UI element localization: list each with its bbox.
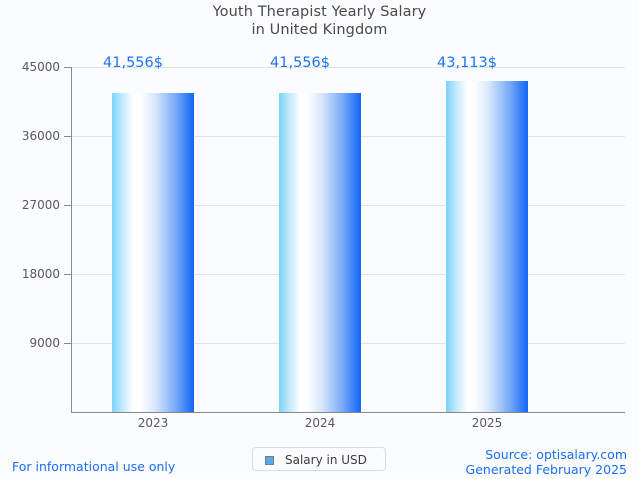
footer-source-block: Source: optisalary.com Generated Februar… <box>466 447 627 477</box>
y-tick-mark-27000 <box>64 205 71 206</box>
y-tick-mark-18000 <box>64 274 71 275</box>
y-tick-label-36000: 36000 <box>21 129 60 143</box>
gridline-45000 <box>71 67 625 68</box>
bar-2025[interactable] <box>446 81 528 412</box>
footer-source: Source: optisalary.com <box>485 447 627 462</box>
bar-value-2024: 41,556$ <box>270 55 330 71</box>
chart-legend[interactable]: Salary in USD <box>252 447 386 471</box>
x-axis-line <box>71 412 625 413</box>
chart-title: Youth Therapist Yearly Salary in United … <box>0 3 639 39</box>
legend-swatch-icon <box>265 456 274 465</box>
legend-item-label: Salary in USD <box>285 453 367 467</box>
footer-generated: Generated February 2025 <box>465 462 627 477</box>
bar-value-2023: 41,556$ <box>103 55 163 71</box>
bar-2024[interactable] <box>279 93 361 412</box>
x-tick-label-2023: 2023 <box>137 416 169 430</box>
chart-title-line-1: Youth Therapist Yearly Salary <box>212 4 427 20</box>
y-tick-label-27000: 27000 <box>21 198 60 212</box>
chart-title-line-2: in United Kingdom <box>251 22 388 38</box>
bar-value-2025: 43,113$ <box>437 55 497 71</box>
footer-disclaimer: For informational use only <box>12 459 176 474</box>
y-tick-mark-36000 <box>64 136 71 137</box>
y-tick-label-18000: 18000 <box>21 267 60 281</box>
x-tick-label-2025: 2025 <box>471 416 503 430</box>
bar-2023[interactable] <box>112 93 194 412</box>
x-tick-label-2024: 2024 <box>304 416 336 430</box>
y-tick-mark-9000 <box>64 343 71 344</box>
plot-area <box>71 67 625 412</box>
y-tick-mark-45000 <box>64 67 71 68</box>
y-tick-label-9000: 9000 <box>29 336 60 350</box>
y-tick-label-45000: 45000 <box>21 60 60 74</box>
y-axis-line <box>71 67 72 413</box>
